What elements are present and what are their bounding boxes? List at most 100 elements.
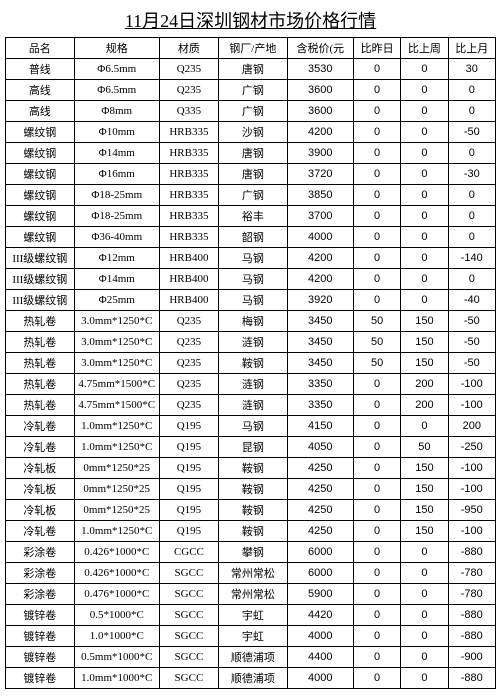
cell: Q235 bbox=[159, 353, 218, 374]
cell: 0 bbox=[448, 227, 495, 248]
table-row: 热轧卷3.0mm*1250*CQ235涟钢345050150-50 bbox=[6, 332, 496, 353]
cell: 30 bbox=[448, 59, 495, 80]
cell: 1.0mm*1250*C bbox=[74, 437, 159, 458]
cell: 4200 bbox=[287, 269, 353, 290]
cell: 5900 bbox=[287, 584, 353, 605]
cell: 1.0mm*1000*C bbox=[74, 668, 159, 689]
cell: 鞍钢 bbox=[219, 458, 288, 479]
cell: Q335 bbox=[159, 101, 218, 122]
cell: 4150 bbox=[287, 416, 353, 437]
cell: 涟钢 bbox=[219, 374, 288, 395]
table-row: 冷轧板0mm*1250*25Q195鞍钢42500150-950 bbox=[6, 500, 496, 521]
col-vs-yesterday: 比昨日 bbox=[353, 38, 400, 59]
cell: Q235 bbox=[159, 59, 218, 80]
cell: 彩涂卷 bbox=[6, 542, 75, 563]
cell: HRB335 bbox=[159, 185, 218, 206]
cell: 顺德浦项 bbox=[219, 668, 288, 689]
col-price: 含税价(元 bbox=[287, 38, 353, 59]
cell: 0 bbox=[401, 269, 448, 290]
cell: 0mm*1250*25 bbox=[74, 458, 159, 479]
cell: 1.0mm*1250*C bbox=[74, 521, 159, 542]
cell: 4000 bbox=[287, 626, 353, 647]
cell: 镀锌卷 bbox=[6, 626, 75, 647]
table-row: 螺纹钢Φ18-25mmHRB335广钢3850000 bbox=[6, 185, 496, 206]
cell: 0 bbox=[353, 101, 400, 122]
cell: SGCC bbox=[159, 647, 218, 668]
cell: 马钢 bbox=[219, 269, 288, 290]
cell: 热轧卷 bbox=[6, 353, 75, 374]
col-origin: 钢厂/产地 bbox=[219, 38, 288, 59]
cell: -880 bbox=[448, 542, 495, 563]
cell: 唐钢 bbox=[219, 59, 288, 80]
col-spec: 规格 bbox=[74, 38, 159, 59]
cell: 0 bbox=[353, 59, 400, 80]
cell: 50 bbox=[353, 332, 400, 353]
cell: -100 bbox=[448, 374, 495, 395]
cell: 6000 bbox=[287, 542, 353, 563]
cell: 0 bbox=[353, 437, 400, 458]
cell: 涟钢 bbox=[219, 395, 288, 416]
cell: -100 bbox=[448, 395, 495, 416]
page-title: 11月24日深圳钢材市场价格行情 bbox=[5, 7, 496, 33]
cell: 螺纹钢 bbox=[6, 122, 75, 143]
cell: 高线 bbox=[6, 80, 75, 101]
cell: 0 bbox=[353, 80, 400, 101]
cell: Φ14mm bbox=[74, 269, 159, 290]
cell: 0 bbox=[401, 206, 448, 227]
table-row: 冷轧板0mm*1250*25Q195鞍钢42500150-100 bbox=[6, 458, 496, 479]
cell: 0 bbox=[353, 227, 400, 248]
cell: 0 bbox=[353, 122, 400, 143]
cell: 宇虹 bbox=[219, 605, 288, 626]
cell: 0.5*1000*C bbox=[74, 605, 159, 626]
col-vs-lastmonth: 比上月 bbox=[448, 38, 495, 59]
cell: 沙钢 bbox=[219, 122, 288, 143]
cell: 攀钢 bbox=[219, 542, 288, 563]
cell: 普线 bbox=[6, 59, 75, 80]
cell: 热轧卷 bbox=[6, 395, 75, 416]
col-material: 材质 bbox=[159, 38, 218, 59]
cell: 4200 bbox=[287, 122, 353, 143]
cell: 韶钢 bbox=[219, 227, 288, 248]
table-body: 普线Φ6.5mmQ235唐钢35300030高线Φ6.5mmQ235广钢3600… bbox=[6, 59, 496, 689]
cell: -880 bbox=[448, 605, 495, 626]
cell: 螺纹钢 bbox=[6, 164, 75, 185]
cell: 150 bbox=[401, 500, 448, 521]
cell: 0mm*1250*25 bbox=[74, 500, 159, 521]
price-table: 品名 规格 材质 钢厂/产地 含税价(元 比昨日 比上周 比上月 普线Φ6.5m… bbox=[5, 37, 496, 689]
cell: 0 bbox=[401, 80, 448, 101]
cell: SGCC bbox=[159, 626, 218, 647]
cell: -100 bbox=[448, 479, 495, 500]
table-row: 高线Φ6.5mmQ235广钢3600000 bbox=[6, 80, 496, 101]
table-row: 高线Φ8mmQ335广钢3600000 bbox=[6, 101, 496, 122]
cell: 镀锌卷 bbox=[6, 605, 75, 626]
cell: 0 bbox=[353, 185, 400, 206]
cell: 0 bbox=[353, 143, 400, 164]
cell: 昆钢 bbox=[219, 437, 288, 458]
cell: Q235 bbox=[159, 332, 218, 353]
table-row: 镀锌卷1.0mm*1000*CSGCC顺德浦项400000-880 bbox=[6, 668, 496, 689]
table-row: III级螺纹钢Φ12mmHRB400马钢420000-140 bbox=[6, 248, 496, 269]
cell: 镀锌卷 bbox=[6, 647, 75, 668]
table-row: 彩涂卷0.426*1000*CCGCC攀钢600000-880 bbox=[6, 542, 496, 563]
cell: 3850 bbox=[287, 185, 353, 206]
table-row: 热轧卷4.75mm*1500*CQ235涟钢33500200-100 bbox=[6, 395, 496, 416]
cell: HRB335 bbox=[159, 143, 218, 164]
cell: HRB335 bbox=[159, 122, 218, 143]
cell: 200 bbox=[401, 374, 448, 395]
cell: 螺纹钢 bbox=[6, 227, 75, 248]
cell: HRB400 bbox=[159, 248, 218, 269]
cell: 4000 bbox=[287, 668, 353, 689]
cell: -30 bbox=[448, 164, 495, 185]
table-row: 螺纹钢Φ14mmHRB335唐钢3900000 bbox=[6, 143, 496, 164]
cell: 0 bbox=[353, 458, 400, 479]
cell: 0 bbox=[353, 395, 400, 416]
cell: 高线 bbox=[6, 101, 75, 122]
cell: 3.0mm*1250*C bbox=[74, 353, 159, 374]
table-row: 冷轧板0mm*1250*25Q195鞍钢42500150-100 bbox=[6, 479, 496, 500]
cell: 广钢 bbox=[219, 101, 288, 122]
cell: 0.426*1000*C bbox=[74, 563, 159, 584]
cell: 0 bbox=[353, 542, 400, 563]
cell: -880 bbox=[448, 626, 495, 647]
cell: Φ14mm bbox=[74, 143, 159, 164]
cell: 4250 bbox=[287, 500, 353, 521]
